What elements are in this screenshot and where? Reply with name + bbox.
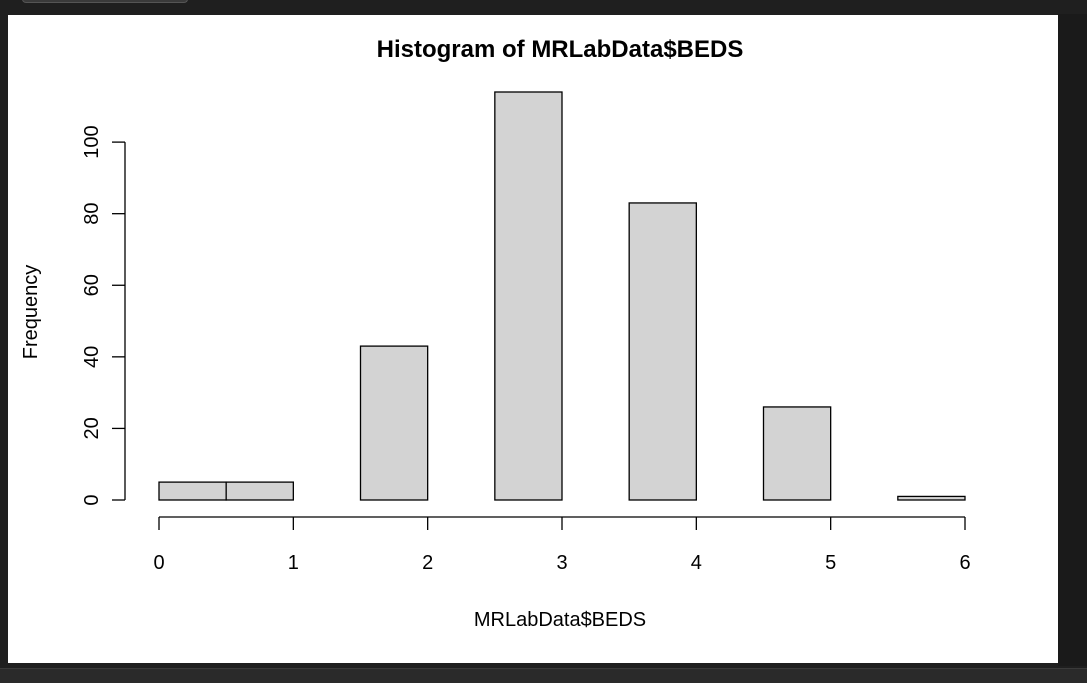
y-tick-label: 100 — [81, 125, 103, 158]
y-tick-label: 0 — [81, 494, 103, 505]
x-tick-label: 6 — [959, 552, 970, 574]
x-tick-label: 3 — [556, 552, 567, 574]
x-axis-label: MRLabData$BEDS — [474, 609, 646, 631]
x-axis: 0 1 2 3 4 5 6 — [153, 516, 971, 574]
x-tick-label: 5 — [825, 552, 836, 574]
x-tick-label: 1 — [288, 552, 299, 574]
y-tick-label: 20 — [81, 417, 103, 439]
plot-panel: Histogram of MRLabData$BEDS 0 1 2 3 4 5 6 0 20 4… — [8, 15, 1058, 663]
y-tick-label: 40 — [81, 346, 103, 368]
y-axis-label: Frequency — [20, 265, 42, 360]
histogram-bar — [494, 91, 563, 501]
x-tick-label: 2 — [422, 552, 433, 574]
histogram-bar — [225, 481, 294, 501]
bottom-scroll-strip — [0, 668, 1087, 683]
histogram-bar — [762, 406, 832, 501]
chart-title: Histogram of MRLabData$BEDS — [377, 36, 744, 63]
x-tick-label: 0 — [153, 552, 164, 574]
y-axis: 0 20 40 60 80 100 — [81, 125, 126, 506]
histogram-chart: Histogram of MRLabData$BEDS 0 1 2 3 4 5 6 0 20 4… — [20, 36, 971, 631]
histogram-bar — [628, 202, 697, 501]
histogram-bar — [158, 481, 227, 501]
histogram-bar — [359, 345, 429, 501]
x-tick-label: 4 — [691, 552, 702, 574]
toolbar-tab[interactable] — [22, 0, 188, 3]
histogram-bar — [897, 495, 966, 501]
bars-group — [158, 91, 966, 501]
y-tick-label: 60 — [81, 274, 103, 296]
y-tick-label: 80 — [81, 203, 103, 225]
panel-edge — [1058, 14, 1087, 666]
